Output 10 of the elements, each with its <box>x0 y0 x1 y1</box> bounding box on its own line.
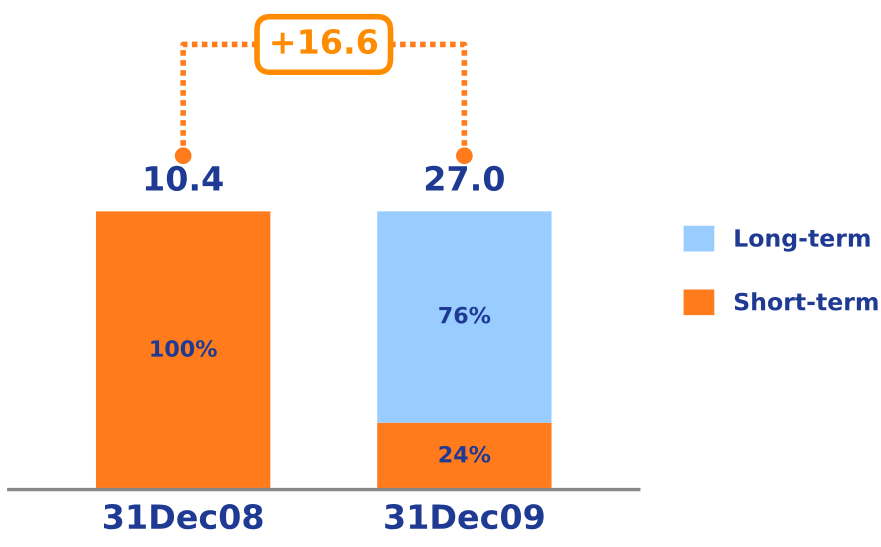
annotation: 27.0 <box>426 166 504 192</box>
x-tick-label: 31Dec09 <box>385 504 544 530</box>
text: +16.6 <box>272 28 378 54</box>
annotation: 10.4 <box>146 166 223 192</box>
data-label: 100% <box>151 340 217 357</box>
x-tick-label: 31Dec08 <box>104 504 262 530</box>
legend-label: Long-term <box>735 229 870 252</box>
legend-label: Short-term <box>734 292 878 311</box>
data-label: 24% <box>440 446 490 463</box>
data-label: 76% <box>439 306 490 324</box>
